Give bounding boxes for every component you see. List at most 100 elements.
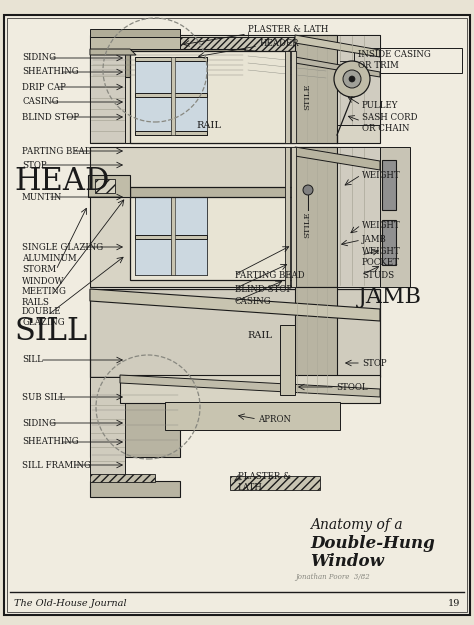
Bar (135, 57, 207, 135)
Bar (180, 37, 328, 57)
Text: WEIGHT: WEIGHT (362, 171, 401, 179)
Text: PULLEY: PULLEY (362, 101, 399, 109)
Polygon shape (90, 289, 380, 321)
Text: SILL: SILL (14, 316, 87, 346)
Text: JAMB: JAMB (358, 286, 422, 308)
Text: RAIL: RAIL (247, 331, 273, 339)
Text: DOUBLE
GLAZING: DOUBLE GLAZING (22, 307, 64, 327)
Bar (171, 197, 175, 275)
Text: Jonathan Poore  3/82: Jonathan Poore 3/82 (295, 573, 370, 581)
Text: DRIP CAP: DRIP CAP (22, 82, 66, 91)
Polygon shape (295, 147, 380, 170)
Circle shape (349, 76, 355, 82)
Bar (280, 325, 295, 395)
Text: STILE: STILE (303, 84, 311, 110)
Text: APRON: APRON (258, 414, 291, 424)
Text: PLASTER &
LATH: PLASTER & LATH (238, 472, 291, 492)
Text: STOOL: STOOL (336, 382, 368, 391)
Text: SHEATHING: SHEATHING (22, 68, 79, 76)
Bar (90, 49, 245, 77)
Text: STOP: STOP (22, 161, 46, 169)
Text: Double-Hung: Double-Hung (310, 534, 435, 551)
Text: The Old-House Journal: The Old-House Journal (14, 599, 127, 608)
Text: RAIL: RAIL (196, 121, 221, 129)
Bar (120, 375, 380, 403)
Bar (295, 147, 337, 287)
Text: BLIND STOP: BLIND STOP (235, 284, 292, 294)
Text: SINGLE GLAZING: SINGLE GLAZING (22, 242, 103, 251)
Bar (90, 29, 180, 37)
Bar (130, 51, 295, 143)
Bar (135, 131, 207, 135)
Bar (337, 147, 380, 287)
Bar (135, 197, 171, 275)
Polygon shape (295, 35, 380, 57)
Text: CASING: CASING (22, 98, 59, 106)
Text: HEADER: HEADER (260, 39, 300, 48)
Text: STUDS: STUDS (362, 271, 394, 279)
Text: BLIND STOP: BLIND STOP (22, 112, 79, 121)
Text: 19: 19 (447, 599, 460, 608)
Text: MEETING
RAILS: MEETING RAILS (22, 287, 67, 307)
Text: SILL FRAMING: SILL FRAMING (22, 461, 91, 469)
Bar (135, 57, 171, 135)
Text: ALUMINUM
STORM
WINDOW: ALUMINUM STORM WINDOW (22, 254, 77, 286)
Bar (88, 175, 130, 197)
Bar (135, 197, 207, 275)
Polygon shape (295, 57, 380, 77)
Bar (295, 35, 337, 143)
Text: SUB SILL: SUB SILL (22, 392, 65, 401)
Text: CASING: CASING (235, 298, 272, 306)
Circle shape (343, 70, 361, 88)
Polygon shape (120, 375, 380, 397)
Bar (135, 93, 207, 97)
Bar (171, 57, 207, 135)
Bar (291, 51, 296, 143)
Bar (337, 35, 380, 125)
Text: SILL: SILL (22, 356, 43, 364)
Text: JAMB: JAMB (362, 236, 387, 244)
Polygon shape (90, 49, 136, 55)
Bar (90, 474, 155, 482)
Bar (382, 220, 396, 265)
Bar (171, 197, 207, 275)
Bar (135, 235, 207, 239)
Bar (291, 147, 296, 287)
Bar (90, 377, 180, 457)
Bar (230, 476, 320, 490)
Text: HEAD: HEAD (14, 166, 109, 196)
Polygon shape (245, 50, 328, 77)
Circle shape (334, 61, 370, 97)
Text: Anatomy of a: Anatomy of a (310, 518, 402, 532)
Text: SIDING: SIDING (22, 419, 56, 428)
Text: INSIDE CASING
OR TRIM: INSIDE CASING OR TRIM (358, 50, 431, 70)
Bar (285, 51, 290, 143)
Text: STILE: STILE (303, 212, 311, 238)
Bar (171, 57, 175, 135)
Bar (90, 289, 380, 377)
Text: WEIGHT
POCKET: WEIGHT POCKET (362, 247, 401, 267)
Text: MUNTIN: MUNTIN (22, 192, 63, 201)
Circle shape (303, 185, 313, 195)
Bar (354, 48, 462, 73)
Bar (295, 287, 337, 395)
Text: STOP: STOP (362, 359, 387, 368)
Bar (90, 481, 180, 497)
Text: SASH CORD
OR CHAIN: SASH CORD OR CHAIN (362, 113, 418, 133)
Bar (90, 35, 380, 143)
Bar (90, 377, 125, 477)
Text: PLASTER & LATH: PLASTER & LATH (248, 24, 328, 34)
Bar (135, 57, 207, 61)
Text: PARTING BEAD: PARTING BEAD (22, 146, 91, 156)
Text: SIDING: SIDING (22, 54, 56, 62)
Bar (380, 147, 410, 287)
Bar (165, 402, 340, 430)
Bar (130, 190, 295, 280)
Text: Window: Window (310, 554, 384, 571)
Bar (95, 179, 115, 193)
Bar (382, 160, 396, 210)
Bar (90, 48, 125, 143)
Text: WEIGHT: WEIGHT (362, 221, 401, 229)
Bar (285, 147, 290, 287)
Text: PARTING BEAD: PARTING BEAD (235, 271, 305, 279)
